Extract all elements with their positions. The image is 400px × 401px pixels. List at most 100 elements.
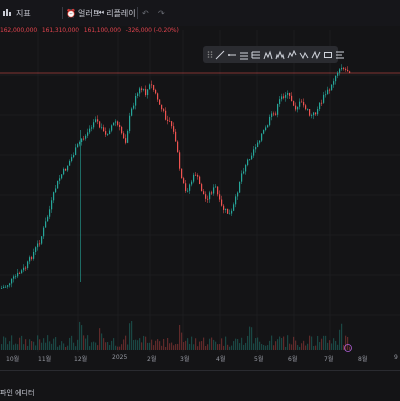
volume-bar xyxy=(1,344,3,350)
candle-body xyxy=(221,199,223,206)
indicators-button[interactable]: 지표 xyxy=(16,6,31,20)
volume-bar xyxy=(59,345,61,350)
volume-bar xyxy=(229,346,231,350)
pine-editor-tab[interactable]: 파인 에디터 xyxy=(0,389,35,397)
candle-body xyxy=(295,105,297,110)
time-axis: 10월 11월 12월 2025 2월 3월 4월 5월 6월 7월 8월 9 xyxy=(0,352,400,366)
candle-body xyxy=(297,106,299,110)
candle-body xyxy=(171,121,173,127)
candle-body xyxy=(91,127,93,129)
candle-body xyxy=(339,69,341,73)
redo-icon[interactable]: ↷ xyxy=(158,8,165,18)
volume-bar xyxy=(339,329,341,350)
volume-bar xyxy=(259,341,261,350)
rectangle-icon[interactable] xyxy=(323,49,333,60)
candle-body xyxy=(173,126,175,132)
fib-retracement-icon[interactable] xyxy=(251,49,261,60)
candle-body xyxy=(131,108,133,116)
volume-bar xyxy=(297,345,299,350)
candle-body xyxy=(89,128,91,133)
volume-bar xyxy=(69,337,71,350)
candle-body xyxy=(49,209,51,217)
candle-body xyxy=(125,138,127,143)
volume-bar xyxy=(321,338,323,350)
candle-body xyxy=(55,188,57,193)
volume-bar xyxy=(227,344,229,350)
volume-bar xyxy=(57,346,59,350)
volume-bar xyxy=(239,343,241,350)
parallel-channel-icon[interactable] xyxy=(239,49,249,60)
volume-bar xyxy=(85,338,87,350)
head-shoulders-icon[interactable] xyxy=(275,49,285,60)
zigzag-icon[interactable] xyxy=(311,49,321,60)
candle-body xyxy=(53,192,55,201)
time-axis-label: 9 xyxy=(394,354,398,361)
volume-bar xyxy=(331,343,333,350)
elliott-wave-icon[interactable] xyxy=(287,49,297,60)
candle-body xyxy=(291,95,293,102)
volume-bar xyxy=(175,344,177,350)
candle-body xyxy=(151,84,153,86)
volume-bar xyxy=(129,323,131,350)
volume-bar xyxy=(89,346,91,350)
candle-body xyxy=(241,173,243,182)
ohlc-change: -326,000 (-0.20%) xyxy=(125,27,179,34)
volume-bar xyxy=(137,340,139,350)
drag-handle-icon[interactable] xyxy=(207,49,213,60)
candle-body xyxy=(59,178,61,181)
ohlc-high: 161,310,000 xyxy=(41,27,79,34)
candle-body xyxy=(179,152,181,169)
candle-body xyxy=(285,94,287,98)
time-axis-label: 3월 xyxy=(180,356,190,363)
candle-body xyxy=(185,183,187,192)
cycle-lines-icon[interactable] xyxy=(299,49,309,60)
candle-body xyxy=(207,198,209,200)
candle-body xyxy=(121,126,123,134)
candle-body xyxy=(133,105,135,109)
volume-bar xyxy=(141,342,143,350)
event-marker-icon[interactable] xyxy=(344,344,352,352)
volume-bar xyxy=(215,341,217,350)
volume-bar xyxy=(133,339,135,350)
volume-bar xyxy=(23,344,25,350)
trend-line-icon[interactable] xyxy=(215,49,225,60)
candle-body xyxy=(233,204,235,211)
volume-bar xyxy=(95,342,97,350)
candle-body xyxy=(195,174,197,176)
volume-bar xyxy=(21,335,23,350)
candle-body xyxy=(343,67,345,69)
volume-bar xyxy=(171,342,173,350)
volume-bar xyxy=(87,335,89,350)
ray-line-icon[interactable] xyxy=(227,49,237,60)
volume-bar xyxy=(53,338,55,350)
candle-body xyxy=(191,181,193,185)
candle-body xyxy=(209,192,211,200)
volume-bar xyxy=(247,335,249,350)
volume-bar xyxy=(83,335,85,350)
candle-body xyxy=(237,192,239,197)
price-chart[interactable] xyxy=(0,26,400,358)
ohlc-legend: 162,000,000 161,310,000 161,100,000 -326… xyxy=(0,27,182,34)
time-axis-label: 4월 xyxy=(216,356,226,363)
candle-body xyxy=(61,174,63,179)
candle-body xyxy=(347,69,349,72)
replay-button[interactable]: ⏮ 리플레이 xyxy=(97,6,136,20)
time-axis-label: 5월 xyxy=(254,356,264,363)
volume-bar xyxy=(19,337,21,350)
ohlc-low: 161,100,000 xyxy=(83,27,121,34)
candle-body xyxy=(273,113,275,115)
pattern-icon[interactable] xyxy=(263,49,273,60)
candle-body xyxy=(17,272,19,277)
undo-icon[interactable]: ↶ xyxy=(142,8,149,18)
text-lines-icon[interactable] xyxy=(335,49,345,60)
volume-bar xyxy=(131,321,133,350)
candle-body xyxy=(79,142,81,145)
volume-bar xyxy=(349,346,351,350)
alert-button[interactable]: ⏰ 얼러트 xyxy=(66,6,100,20)
candle-body xyxy=(1,288,3,289)
top-toolbar: 지표 ⏰ 얼러트 ⏮ 리플레이 ↶ ↷ xyxy=(0,0,400,26)
candle-body xyxy=(93,122,95,128)
volume-bar xyxy=(325,335,327,350)
chart-type-icon[interactable] xyxy=(2,6,14,20)
volume-bar xyxy=(233,341,235,350)
